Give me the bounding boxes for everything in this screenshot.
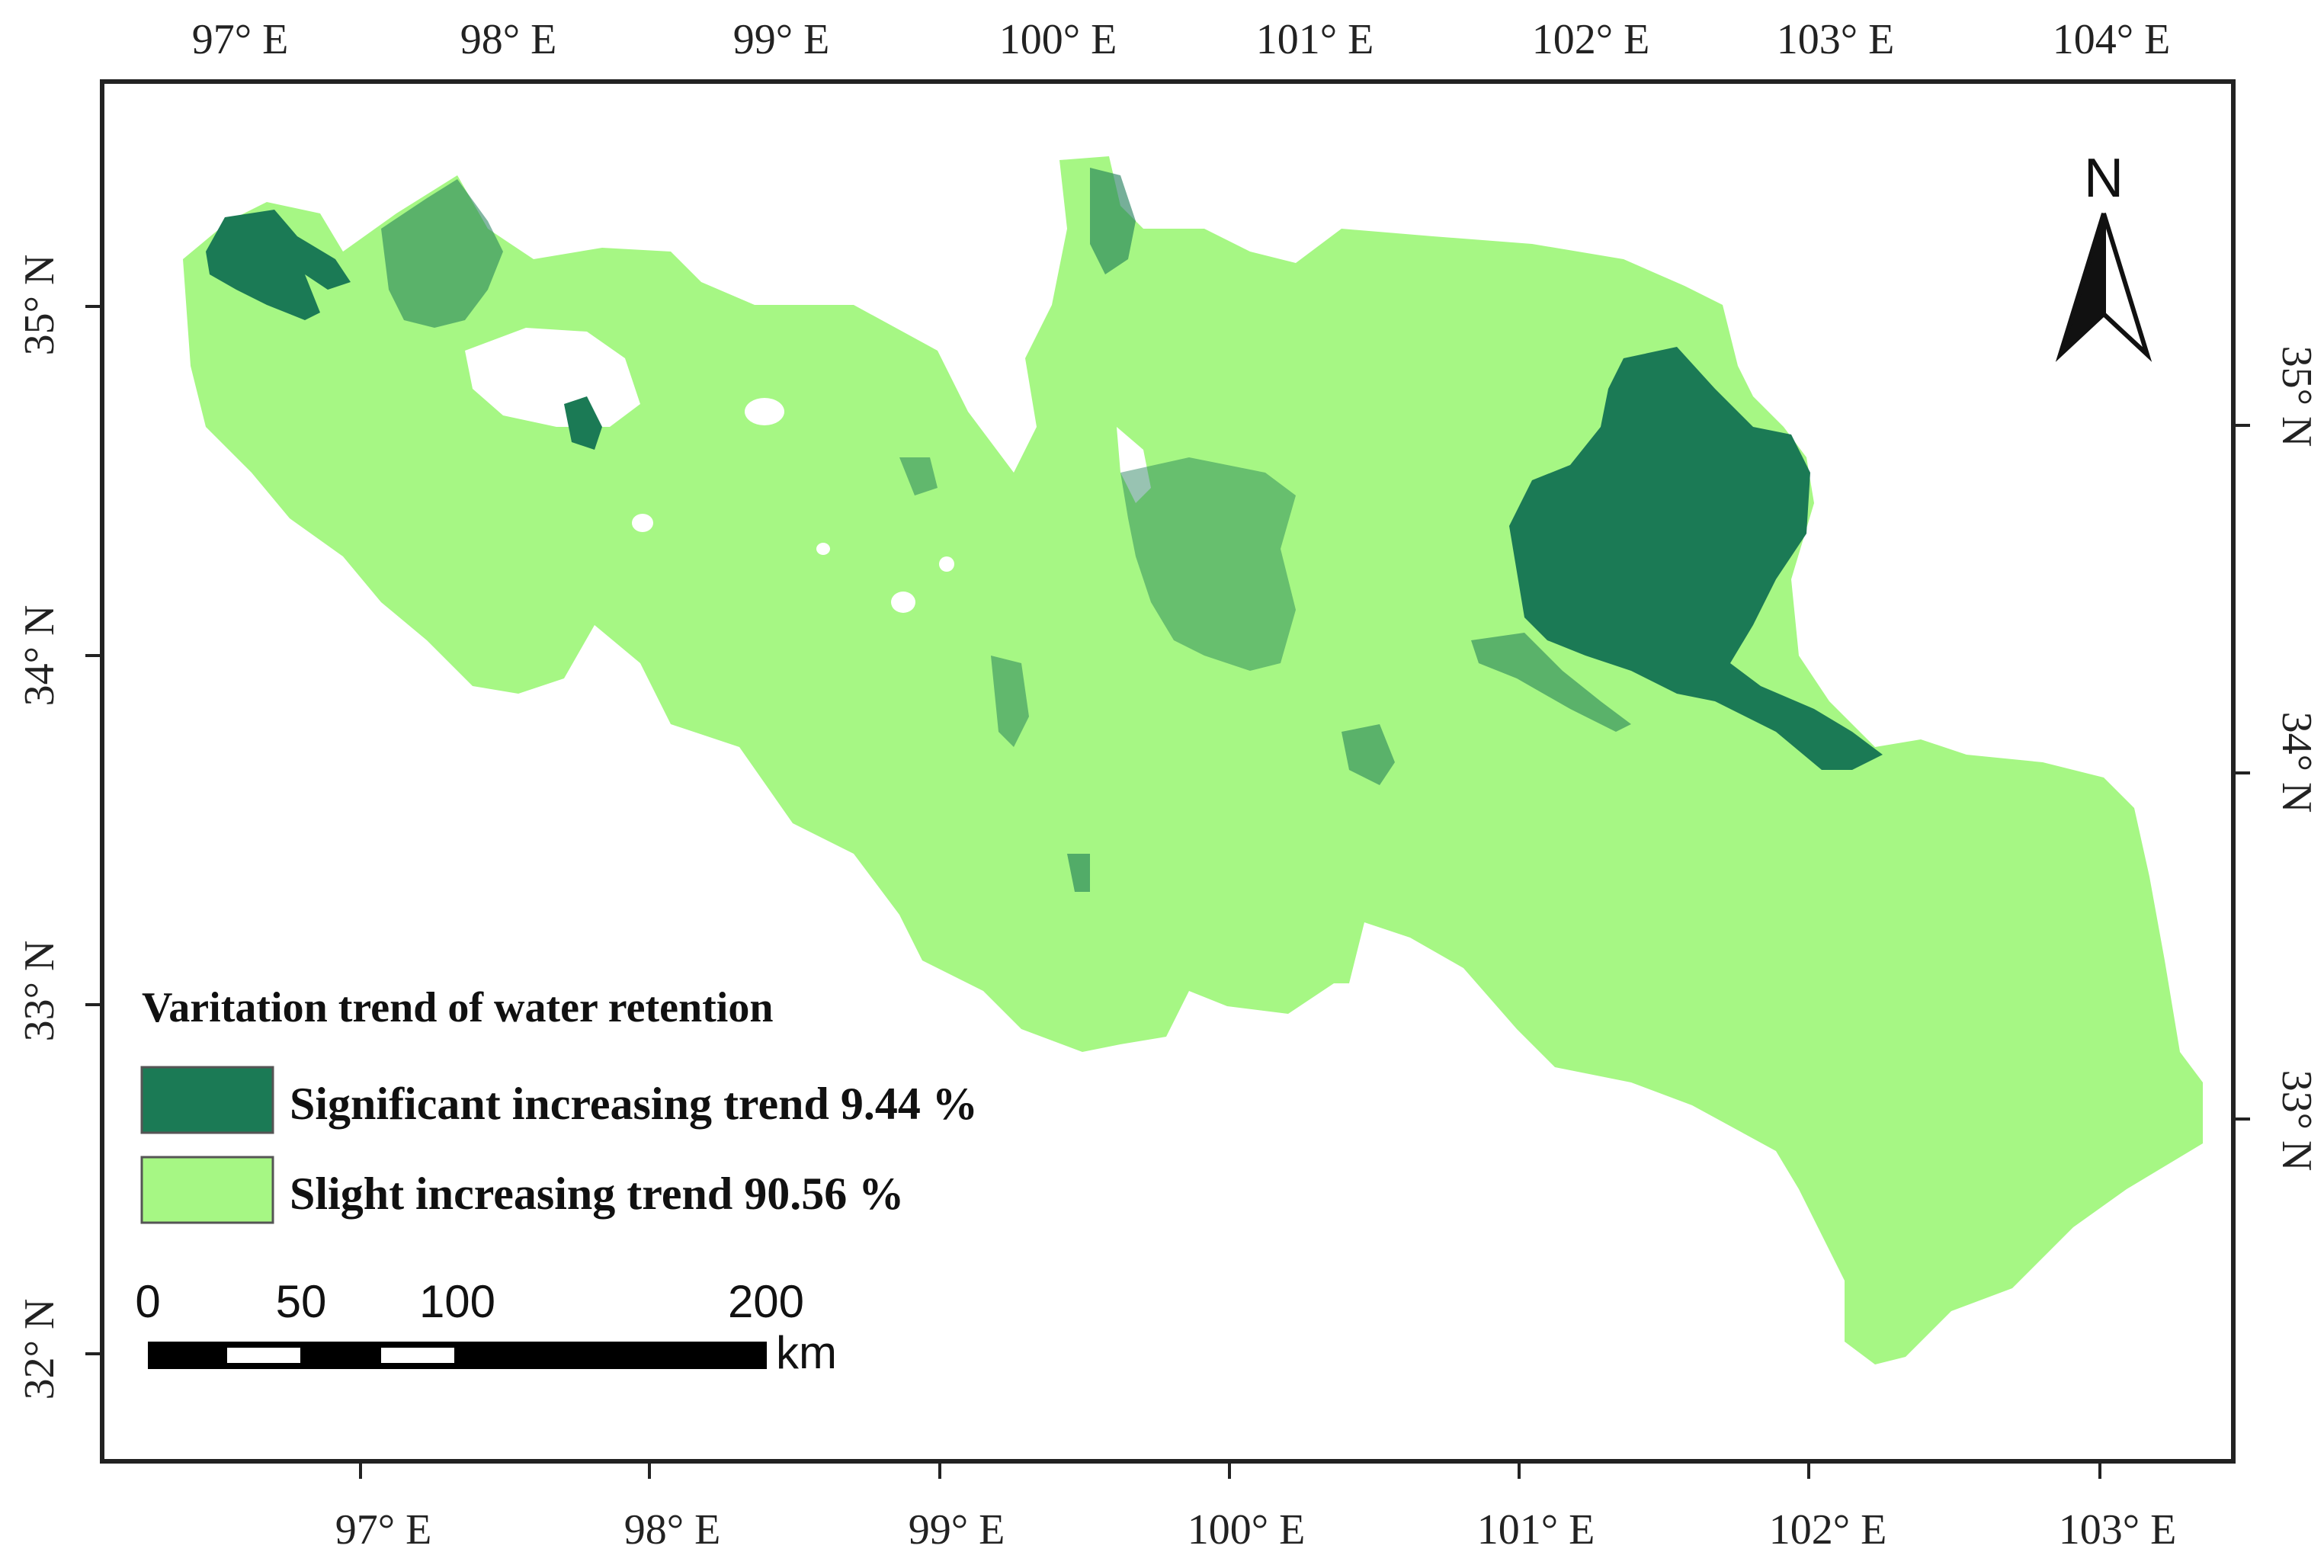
north-arrow-icon [2055,213,2153,362]
scale-tick-200: 200 [728,1276,804,1327]
north-arrow: N [2055,148,2153,362]
bottom-lon-label-1: 97° E [335,1506,432,1554]
legend-label-significant: Significant increasing trend 9.44 % [290,1079,978,1129]
left-lat-label-1: 35° N [16,255,63,356]
legend-title: Varitation trend of water retention [142,984,774,1031]
top-lon-label-5: 101° E [1256,16,1374,63]
top-lon-label-1: 97° E [192,16,289,63]
bottom-lon-label-5: 101° E [1477,1506,1595,1554]
bottom-lon-label-6: 102° E [1769,1506,1887,1554]
top-lon-label-8: 104° E [2053,16,2171,63]
scale-tick-50: 50 [276,1276,327,1327]
left-lat-label-4: 32° N [16,1299,63,1400]
scale-tick-0: 0 [135,1276,160,1327]
bottom-lon-label-7: 103° E [2059,1506,2177,1554]
scale-unit: km [776,1327,837,1378]
bottom-lon-label-4: 100° E [1188,1506,1306,1554]
right-latitude-axis: 35° N 34° N 33° N [2233,346,2320,1172]
scale-tick-100: 100 [419,1276,495,1327]
region-significant-increase [206,168,1883,892]
top-lon-label-3: 99° E [733,16,830,63]
north-label: N [2084,148,2124,209]
bottom-lon-label-3: 99° E [909,1506,1005,1554]
bottom-lon-label-2: 98° E [624,1506,721,1554]
left-lat-label-3: 33° N [16,941,63,1042]
bottom-longitude-axis: 97° E 98° E 99° E 100° E 101° E 102° E 1… [335,1461,2177,1554]
scale-bar: 0 50 100 200 km [135,1276,837,1378]
top-lon-label-7: 103° E [1777,16,1895,63]
top-lon-label-2: 98° E [460,16,557,63]
top-lon-label-6: 102° E [1532,16,1650,63]
right-lat-label-1: 35° N [2273,346,2320,447]
left-lat-label-2: 34° N [16,605,63,707]
top-lon-label-4: 100° E [999,16,1117,63]
map-white-gaps [465,328,1151,613]
legend: Varitation trend of water retention Sign… [140,984,978,1224]
legend-label-slight: Slight increasing trend 90.56 % [290,1169,904,1219]
left-latitude-axis: 35° N 34° N 33° N 32° N [16,255,102,1400]
legend-swatch-significant [140,1066,274,1134]
legend-swatch-slight [140,1156,274,1224]
top-longitude-axis: 97° E 98° E 99° E 100° E 101° E 102° E 1… [192,16,2171,63]
right-lat-label-2: 34° N [2273,712,2320,813]
right-lat-label-3: 33° N [2273,1070,2320,1172]
